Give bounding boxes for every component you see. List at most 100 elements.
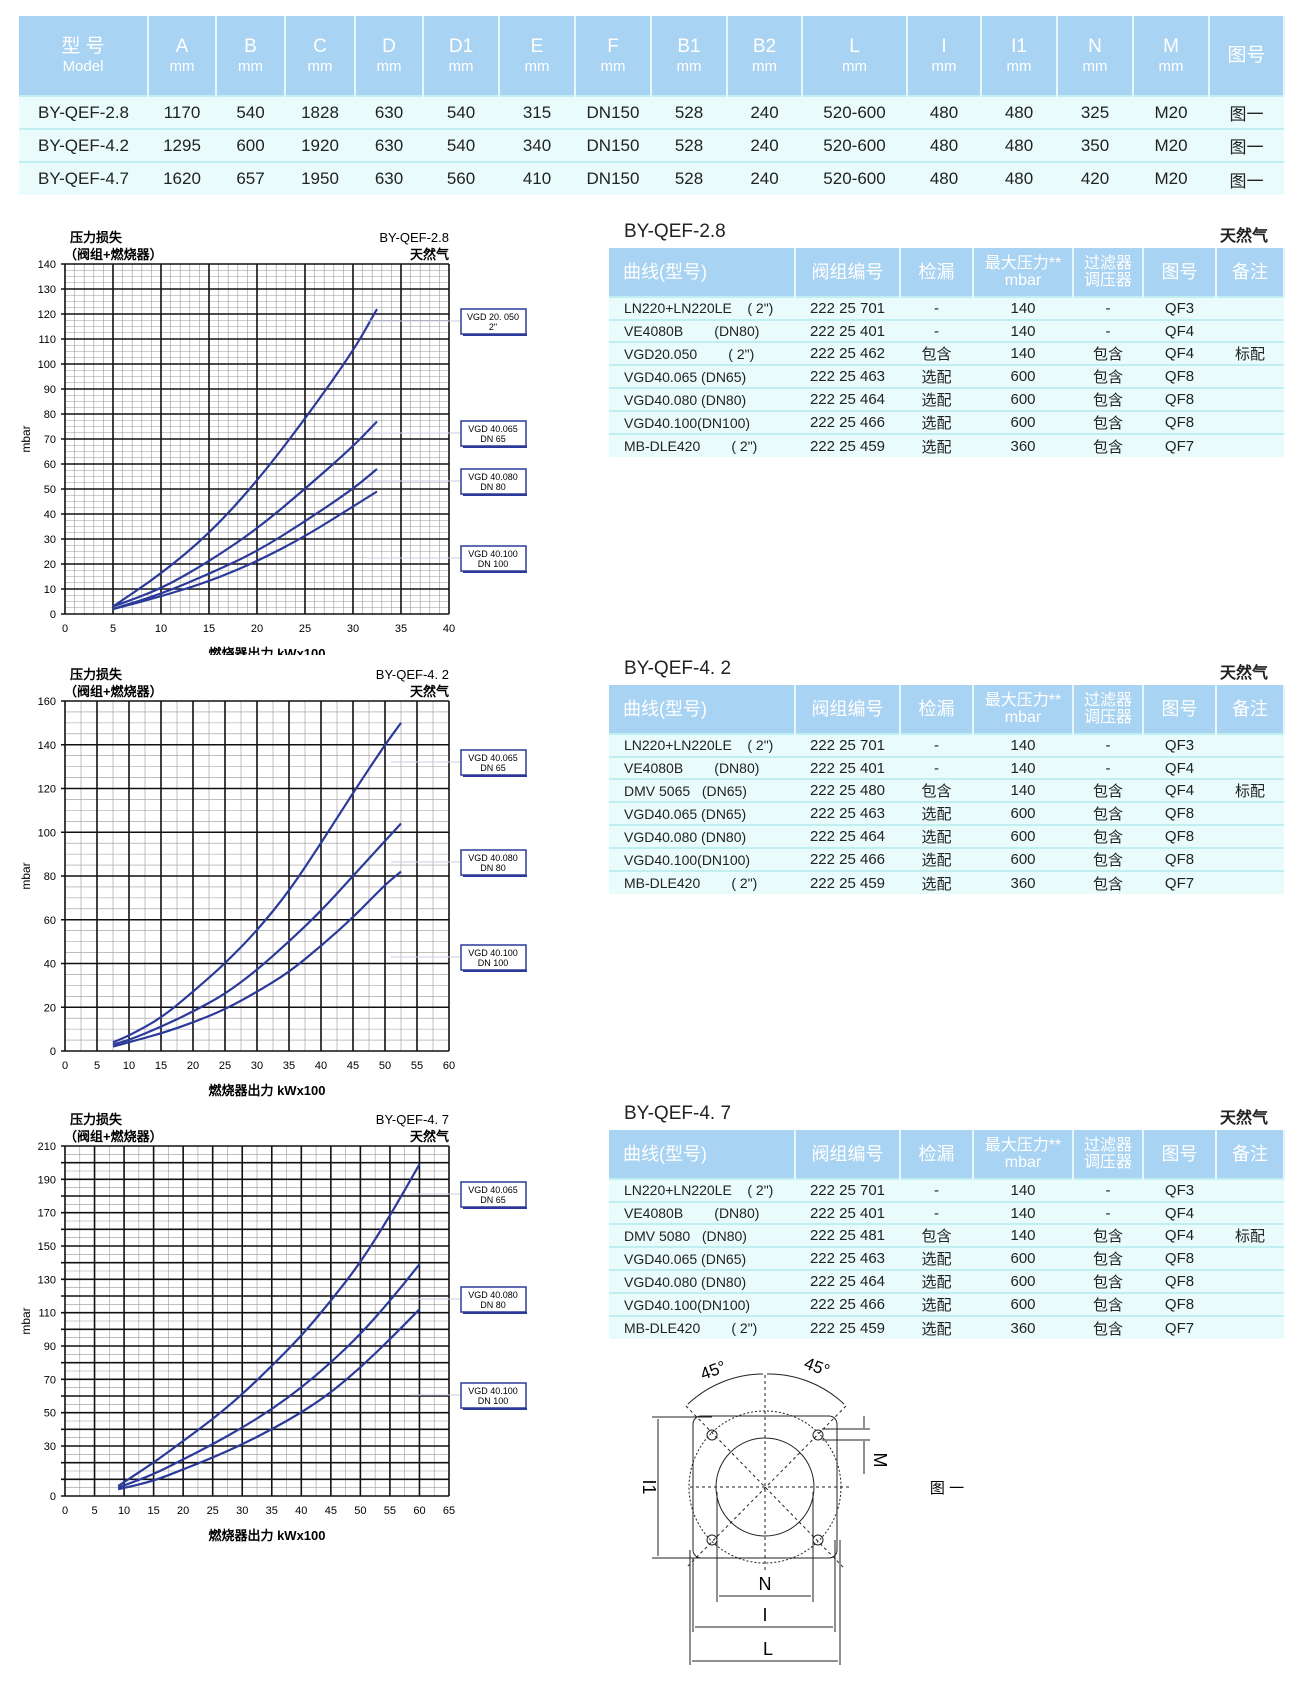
table-row: VE4080B (DN80) 222 25 401-140- QF4 [609,755,1284,780]
legend-label: VGD 40.065 [468,1185,518,1195]
y-tick-label: 80 [44,409,56,421]
table-cell [1216,1315,1284,1340]
x-tick-label: 35 [283,1060,295,1072]
column-header: 图号 [1209,16,1285,96]
column-header: 图号 [1143,685,1217,734]
header-unit: mm [524,57,550,75]
y-tick-label: 50 [44,484,56,496]
legend-box [460,1382,527,1409]
legend-sublabel: DN 65 [480,763,506,773]
table-cell: 140 [973,1223,1073,1248]
legend-label: VGD 40.100 [468,1386,518,1396]
table-cell: - [900,296,973,320]
y-tick-label: 120 [38,309,56,321]
x-tick-label: 5 [110,623,116,635]
legend-box [460,849,527,876]
header-label: B1 [677,35,701,57]
table-cell: 222 25 459 [795,870,900,895]
table-cell: 选配 [900,1315,973,1340]
table-cell: 222 25 466 [795,847,900,872]
table-cell: BY-QEF-4.2 [19,128,148,162]
header-label: 最大压力** [984,1137,1062,1154]
chart-svg: 0 5 10 15 20 25 30 35 40 0 10 20 30 40 50 60 70 80 90 100 11… [19,230,527,655]
header-label: 调压器 [1083,272,1132,289]
table-cell: 140 [973,341,1073,366]
y-tick-label: 30 [44,1441,56,1453]
table-cell: 222 25 401 [795,1200,900,1225]
table-cell [1216,433,1284,458]
table-cell: QF8 [1143,410,1216,435]
table-cell: VGD40.100(DN100) [609,1292,795,1317]
table-cell: 360 [973,433,1073,458]
header-unit: mm [1158,57,1184,75]
chart-title-right: BY-QEF-4. 2 [376,667,449,682]
table-cell: QF4 [1143,755,1216,780]
table-cell: 350 [1057,128,1133,162]
series-line [117,1263,421,1489]
y-tick-label: 90 [44,384,56,396]
series-line [112,722,402,1044]
column-header: 图号 [1143,1130,1217,1179]
table-cell: 520-600 [802,95,907,129]
table-cell: 360 [973,870,1073,895]
y-tick-label: 40 [44,509,56,521]
header-unit: mm [1082,57,1108,75]
table-cell: 包含 [1073,778,1143,803]
table-cell: 340 [499,128,575,162]
table-cell: 600 [973,801,1073,826]
table-cell: VGD40.065 (DN65) [609,801,795,826]
table-cell: 包含 [1073,410,1143,435]
header-label: 检漏 [918,261,955,282]
table-cell: LN220+LN220LE ( 2") [609,1178,795,1202]
table-cell: QF3 [1143,733,1216,757]
chart-subtitle-left: （阀组+燃烧器） [64,247,163,262]
legend-sublabel: DN 80 [480,1300,506,1310]
table-cell: VE4080B (DN80) [609,318,795,343]
table-row: VGD40.080 (DN80) 222 25 464 选配 600 包含 QF8 [609,824,1284,849]
table-cell: QF7 [1143,1315,1216,1340]
table-cell: DMV 5065 (DN65) [609,778,795,803]
table-cell: 222 25 463 [795,801,900,826]
header-label: 最大压力** [984,692,1062,709]
table-cell [1216,824,1284,849]
legend-sublabel: DN 100 [478,559,509,569]
table-row: MB-DLE420 ( 2") 222 25 459 选配 360 包含 QF7 [609,870,1284,895]
chart-svg: 0 5 10 15 20 25 30 35 40 45 50 55 60 65 0 30 50 70 90 110 13… [19,1112,527,1543]
y-tick-label: 10 [44,584,56,596]
legend-box [460,420,527,447]
x-tick-label: 40 [295,1505,307,1517]
table-cell: - [1073,733,1143,757]
header-label: 图号 [1161,261,1198,282]
legend-box [460,468,527,495]
header-unit: mm [307,57,333,75]
table-cell: - [900,1178,973,1202]
header-label: 过滤器 [1083,255,1132,272]
header-label: N [1088,35,1102,57]
table-cell: 222 25 463 [795,1246,900,1271]
table-cell: 222 25 480 [795,778,900,803]
table-cell: 600 [973,410,1073,435]
legend-sublabel: DN 100 [478,1396,509,1406]
i1-label: I1 [639,1479,659,1494]
legend-box [460,545,527,572]
table-cell: 1170 [148,95,216,129]
table-cell [1216,296,1284,320]
chart-svg: 0 5 10 15 20 25 30 35 40 45 50 55 60 0 20 40 60 80 100 120 1… [19,667,527,1098]
table-cell [1216,364,1284,389]
x-axis-label: 燃烧器出力 kWx100 [208,1083,325,1098]
table-cell: 包含 [900,341,973,366]
table-cell: 222 25 401 [795,318,900,343]
table-cell [1216,1269,1284,1294]
table-cell: 选配 [900,824,973,849]
chart-subtitle-left: （阀组+燃烧器） [64,1129,163,1144]
table-cell: DMV 5080 (DN80) [609,1223,795,1248]
y-tick-label: 70 [44,1374,56,1386]
x-tick-label: 50 [379,1060,391,1072]
table-cell: VGD40.065 (DN65) [609,1246,795,1271]
y-tick-label: 60 [44,915,56,927]
table-cell [1216,847,1284,872]
table-cell: 540 [423,95,499,129]
